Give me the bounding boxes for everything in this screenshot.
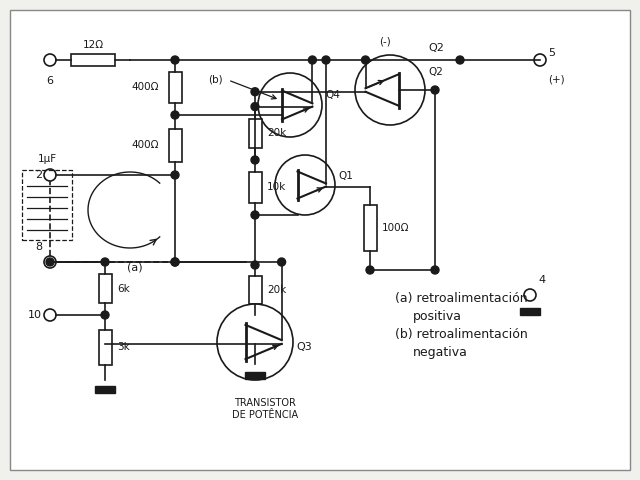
FancyBboxPatch shape [10, 10, 630, 470]
FancyBboxPatch shape [248, 119, 262, 148]
Text: Q2: Q2 [428, 68, 443, 77]
Circle shape [362, 56, 369, 64]
Polygon shape [245, 372, 265, 379]
Circle shape [251, 211, 259, 219]
Text: (b): (b) [208, 75, 222, 85]
Text: 400Ω: 400Ω [131, 83, 159, 93]
Circle shape [322, 56, 330, 64]
Circle shape [366, 266, 374, 274]
Text: 6k: 6k [117, 284, 130, 293]
FancyBboxPatch shape [168, 72, 182, 103]
FancyBboxPatch shape [168, 129, 182, 161]
Text: 2: 2 [35, 170, 42, 180]
Text: (+): (+) [548, 74, 564, 84]
Text: (a): (a) [127, 262, 143, 272]
Text: 10: 10 [28, 310, 42, 320]
Circle shape [171, 56, 179, 64]
Circle shape [251, 103, 259, 110]
Circle shape [308, 56, 316, 64]
FancyBboxPatch shape [364, 205, 376, 251]
Circle shape [217, 304, 293, 380]
Circle shape [431, 266, 439, 274]
Circle shape [171, 171, 179, 179]
FancyBboxPatch shape [248, 276, 262, 304]
Circle shape [524, 289, 536, 301]
Circle shape [101, 311, 109, 319]
FancyBboxPatch shape [248, 172, 262, 203]
Text: 1µF: 1µF [37, 154, 56, 164]
Polygon shape [520, 308, 540, 315]
Circle shape [456, 56, 464, 64]
Text: 10k: 10k [267, 182, 286, 192]
Text: 6: 6 [47, 76, 54, 86]
Circle shape [251, 261, 259, 269]
Circle shape [46, 258, 54, 266]
Text: positiva: positiva [413, 310, 462, 323]
Circle shape [171, 258, 179, 266]
FancyBboxPatch shape [71, 54, 115, 66]
Text: 100Ω: 100Ω [382, 223, 410, 233]
Text: DE POTÊNCIA: DE POTÊNCIA [232, 410, 298, 420]
Text: Q3: Q3 [296, 342, 312, 352]
Circle shape [355, 55, 425, 125]
Circle shape [101, 258, 109, 266]
Text: 5: 5 [548, 48, 555, 58]
FancyBboxPatch shape [99, 330, 111, 365]
Text: 12Ω: 12Ω [83, 40, 104, 50]
Text: Q2: Q2 [428, 43, 444, 53]
Circle shape [251, 156, 259, 164]
Text: negativa: negativa [413, 346, 468, 359]
Circle shape [278, 258, 285, 266]
Text: TRANSISTOR: TRANSISTOR [234, 398, 296, 408]
Circle shape [534, 54, 546, 66]
Polygon shape [245, 321, 265, 328]
FancyBboxPatch shape [99, 274, 111, 303]
Circle shape [431, 86, 439, 94]
Text: (a) retroalimentación: (a) retroalimentación [395, 292, 527, 305]
Text: 20k: 20k [267, 285, 286, 295]
Text: 8: 8 [35, 242, 42, 252]
Circle shape [251, 88, 259, 96]
Circle shape [171, 111, 179, 119]
Text: (-): (-) [379, 37, 391, 47]
Polygon shape [95, 386, 115, 393]
Circle shape [44, 169, 56, 181]
Text: Q4: Q4 [325, 90, 340, 100]
Circle shape [275, 155, 335, 215]
Text: 20k: 20k [267, 128, 286, 138]
Circle shape [44, 54, 56, 66]
Circle shape [101, 340, 109, 348]
Circle shape [44, 256, 56, 268]
Circle shape [258, 73, 322, 137]
Circle shape [171, 258, 179, 266]
Text: 4: 4 [538, 275, 545, 285]
Text: Q1: Q1 [338, 171, 353, 181]
Text: 3k: 3k [117, 343, 130, 352]
Text: 400Ω: 400Ω [131, 140, 159, 150]
Text: (b) retroalimentación: (b) retroalimentación [395, 328, 528, 341]
Circle shape [44, 309, 56, 321]
